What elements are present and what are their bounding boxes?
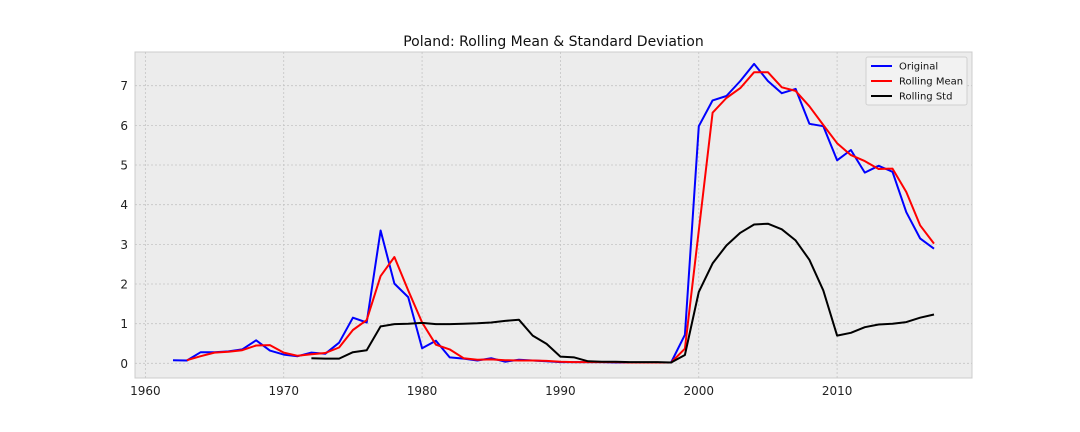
- y-axis: 0 1 2 3 4 5 6 7: [120, 79, 128, 371]
- legend-box: [865, 56, 968, 106]
- y-tick-label: 3: [120, 238, 128, 252]
- series-lines: [172, 62, 935, 364]
- chart-title: Poland: Rolling Mean & Standard Deviatio…: [403, 34, 704, 50]
- y-tick-label: 7: [120, 79, 128, 93]
- x-axis: 1960 1970 1980 1990 2000 2010: [130, 384, 852, 398]
- y-tick-label: 5: [120, 159, 128, 173]
- legend-label-rolling-mean: Rolling Mean: [899, 77, 963, 88]
- y-tick-label: 0: [120, 357, 128, 371]
- x-tick-label: 1960: [130, 384, 161, 398]
- y-tick-label: 4: [120, 198, 128, 212]
- legend: Original Rolling Mean Rolling Std: [865, 56, 968, 106]
- plot-area: [134, 51, 973, 379]
- series-line-rolling-std: [311, 222, 935, 364]
- legend-label-rolling-std: Rolling Std: [899, 92, 952, 103]
- y-tick-label: 2: [120, 278, 128, 292]
- x-tick-label: 1980: [407, 384, 438, 398]
- series-line-rolling-mean: [186, 71, 935, 364]
- x-tick-label: 2000: [683, 384, 714, 398]
- y-tick-label: 1: [120, 317, 128, 331]
- x-tick-label: 2010: [822, 384, 853, 398]
- legend-label-original: Original: [899, 62, 938, 73]
- x-tick-label: 1990: [545, 384, 576, 398]
- y-tick-label: 6: [120, 119, 128, 133]
- x-tick-label: 1970: [268, 384, 299, 398]
